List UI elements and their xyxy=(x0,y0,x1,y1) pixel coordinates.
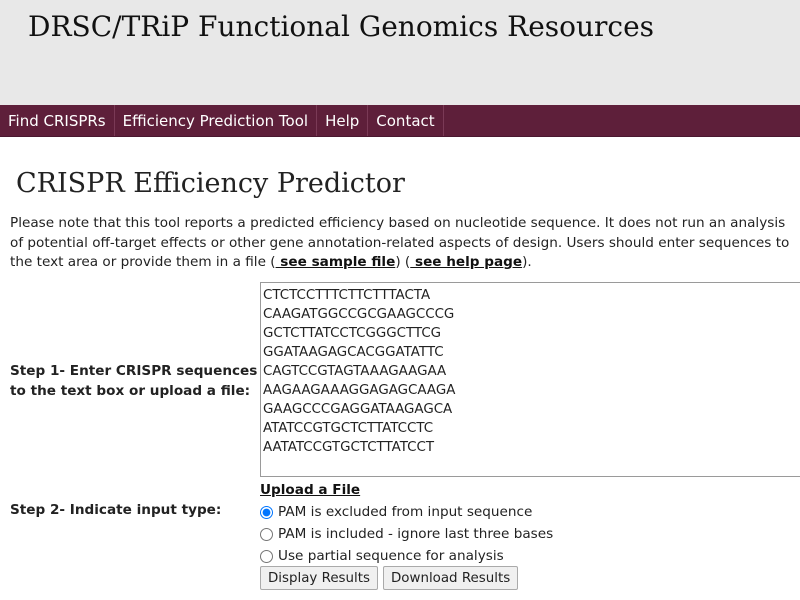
step1-label: Step 1- Enter CRISPR sequences to the te… xyxy=(10,363,258,399)
help-page-link[interactable]: see help page xyxy=(410,254,523,270)
radio-pam-included[interactable] xyxy=(260,527,273,541)
nav-find-crisprs[interactable]: Find CRISPRs xyxy=(0,105,115,136)
download-results-button[interactable]: Download Results xyxy=(383,566,519,590)
main-navbar: Find CRISPRs Efficiency Prediction Tool … xyxy=(0,105,800,137)
site-title: DRSC/TRiP Functional Genomics Resources xyxy=(28,10,655,43)
radio-pam-excluded[interactable] xyxy=(260,505,273,519)
radio-option-pam-included[interactable]: PAM is included - ignore last three base… xyxy=(260,526,553,542)
display-results-button[interactable]: Display Results xyxy=(260,566,378,590)
radio-label: Use partial sequence for analysis xyxy=(278,548,504,564)
radio-label: PAM is excluded from input sequence xyxy=(278,504,533,520)
nav-contact[interactable]: Contact xyxy=(368,105,444,136)
site-header: DRSC/TRiP Functional Genomics Resources xyxy=(0,0,800,105)
radio-partial-sequence[interactable] xyxy=(260,549,273,563)
sample-file-link[interactable]: see sample file xyxy=(275,254,396,270)
step2-label: Step 2- Indicate input type: xyxy=(10,502,222,518)
upload-file-link[interactable]: Upload a File xyxy=(260,482,361,498)
radio-option-partial-sequence[interactable]: Use partial sequence for analysis xyxy=(260,548,504,564)
intro-text: Please note that this tool reports a pre… xyxy=(10,214,795,273)
radio-label: PAM is included - ignore last three base… xyxy=(278,526,554,542)
page-title: CRISPR Efficiency Predictor xyxy=(16,168,405,199)
radio-option-pam-excluded[interactable]: PAM is excluded from input sequence xyxy=(260,504,532,520)
intro-separator: ) ( xyxy=(395,254,411,270)
intro-end: ). xyxy=(522,254,532,270)
nav-efficiency-prediction-tool[interactable]: Efficiency Prediction Tool xyxy=(115,105,318,136)
nav-help[interactable]: Help xyxy=(317,105,369,136)
sequence-input[interactable]: CTCTCCTTTCTTCTTTACTA CAAGATGGCCGCGAAGCCC… xyxy=(260,282,800,477)
intro-body: Please note that this tool reports a pre… xyxy=(10,215,790,270)
